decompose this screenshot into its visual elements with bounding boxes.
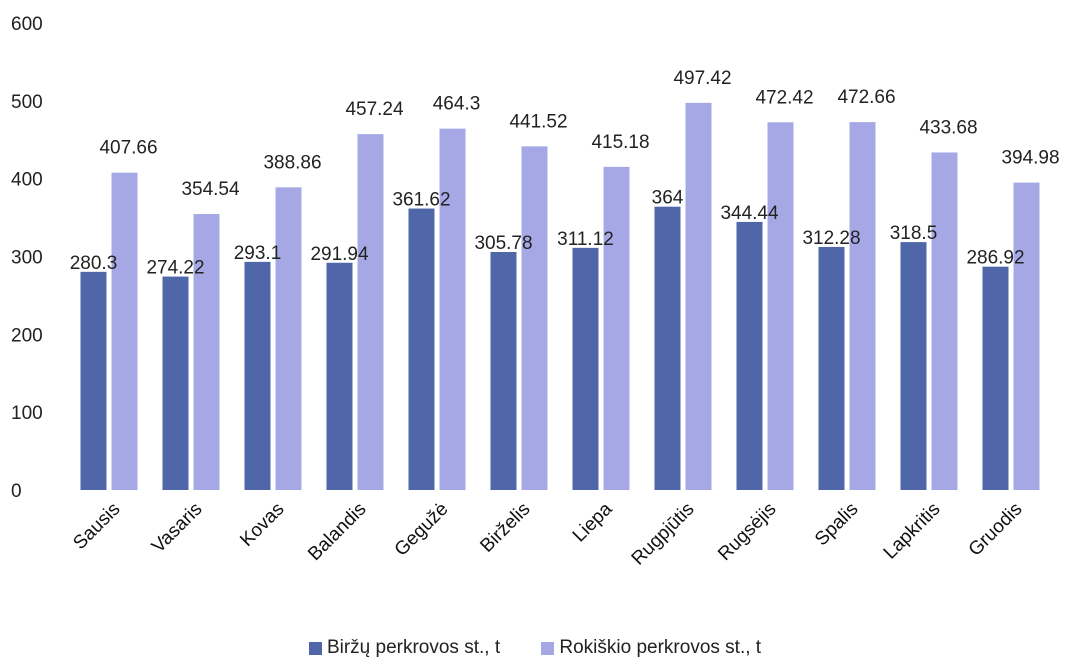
y-axis: 0 100 200 300 400 500 600 <box>11 14 43 502</box>
bar-birzai <box>900 242 927 490</box>
x-category-label: Rugpjūtis <box>628 499 699 570</box>
data-label-birzai: 286.92 <box>966 248 1024 269</box>
x-category-label: Spalis <box>811 499 862 550</box>
x-category-label: Gegužė <box>391 499 453 561</box>
bar-rokiskis <box>357 134 384 490</box>
data-label-rokiskis: 472.42 <box>755 87 813 108</box>
data-label-rokiskis: 354.54 <box>181 179 240 200</box>
bar-rokiskis <box>439 128 466 491</box>
bar-rokiskis <box>111 172 138 490</box>
y-tick-label: 300 <box>11 248 43 269</box>
data-label-rokiskis: 415.18 <box>591 132 649 153</box>
legend-item-birzai: Biržų perkrovos st., t <box>308 637 501 659</box>
data-label-rokiskis: 388.86 <box>263 152 321 173</box>
legend-label-rokiskis: Rokiškio perkrovos st., t <box>559 637 762 658</box>
legend-item-rokiskis: Rokiškio perkrovos st., t <box>541 637 761 659</box>
bar-rokiskis <box>767 122 794 490</box>
data-label-birzai: 305.78 <box>474 233 532 254</box>
data-label-rokiskis: 441.52 <box>509 111 567 132</box>
x-category-label: Gruodis <box>965 499 1027 561</box>
y-tick-label: 600 <box>11 14 43 35</box>
bar-rokiskis <box>849 122 876 490</box>
bar-birzai <box>572 247 599 490</box>
data-label-rokiskis: 407.66 <box>99 138 157 159</box>
y-tick-label: 0 <box>11 481 22 502</box>
bar-birzai <box>736 221 763 490</box>
bar-rokiskis <box>931 152 958 490</box>
data-label-birzai: 312.28 <box>802 228 860 249</box>
legend: Biržų perkrovos st., t Rokiškio perkrovo… <box>0 637 1070 661</box>
bar-rokiskis <box>193 214 220 491</box>
x-category-label: Kovas <box>236 499 288 551</box>
y-tick-label: 200 <box>11 325 43 346</box>
bar-birzai <box>80 271 107 490</box>
data-label-birzai: 361.62 <box>392 190 450 211</box>
data-label-rokiskis: 394.98 <box>1001 148 1059 169</box>
y-tick-label: 400 <box>11 170 43 191</box>
y-tick-label: 500 <box>11 92 43 113</box>
bar-birzai <box>818 246 845 490</box>
data-label-birzai: 293.1 <box>234 243 282 264</box>
data-label-birzai: 364 <box>652 188 684 209</box>
data-labels: 280.3 407.66 274.22 354.54 293.1 388.86 291.94… <box>70 68 1060 279</box>
bar-rokiskis <box>521 146 548 490</box>
data-label-rokiskis: 472.66 <box>837 87 895 108</box>
bar-birzai <box>162 276 189 490</box>
bar-rokiskis <box>603 166 630 490</box>
legend-label-birzai: Biržų perkrovos st., t <box>326 637 501 658</box>
data-label-birzai: 280.3 <box>70 253 118 274</box>
x-category-label: Vasaris <box>148 499 207 558</box>
y-tick-label: 100 <box>11 403 43 424</box>
data-label-rokiskis: 497.42 <box>673 68 731 89</box>
x-category-label: Birželis <box>476 499 534 557</box>
bar-birzai <box>244 261 271 490</box>
x-category-label: Balandis <box>304 499 370 565</box>
bar-birzai <box>326 262 353 490</box>
data-label-birzai: 318.5 <box>890 223 938 244</box>
data-label-rokiskis: 457.24 <box>345 99 404 120</box>
x-category-label: Rugsėjis <box>714 499 780 565</box>
x-category-label: Liepa <box>569 498 617 546</box>
x-category-label: Sausis <box>69 499 124 554</box>
bar-birzai <box>490 252 517 490</box>
data-label-birzai: 274.22 <box>146 258 204 279</box>
bar-chart: 0 100 200 300 400 500 600 280.3 407.66 274.22 354… <box>11 14 1060 570</box>
data-label-birzai: 291.94 <box>310 244 369 265</box>
bar-birzai <box>982 266 1009 490</box>
bar-rokiskis <box>685 102 712 490</box>
bar-birzai <box>654 206 681 491</box>
bar-rokiskis <box>1013 182 1040 490</box>
data-label-rokiskis: 464.3 <box>433 94 481 115</box>
legend-swatch-rokiskis <box>541 641 555 655</box>
data-label-birzai: 344.44 <box>720 203 779 224</box>
data-label-birzai: 311.12 <box>557 229 614 250</box>
x-category-label: Lapkritis <box>880 499 945 564</box>
data-label-rokiskis: 433.68 <box>919 117 977 138</box>
legend-swatch-birzai <box>308 641 322 655</box>
bar-birzai <box>408 208 435 490</box>
bar-rokiskis <box>275 187 302 491</box>
x-axis: Sausis Vasaris Kovas Balandis Gegužė Birželis… <box>69 498 1026 569</box>
bars <box>80 102 1040 491</box>
